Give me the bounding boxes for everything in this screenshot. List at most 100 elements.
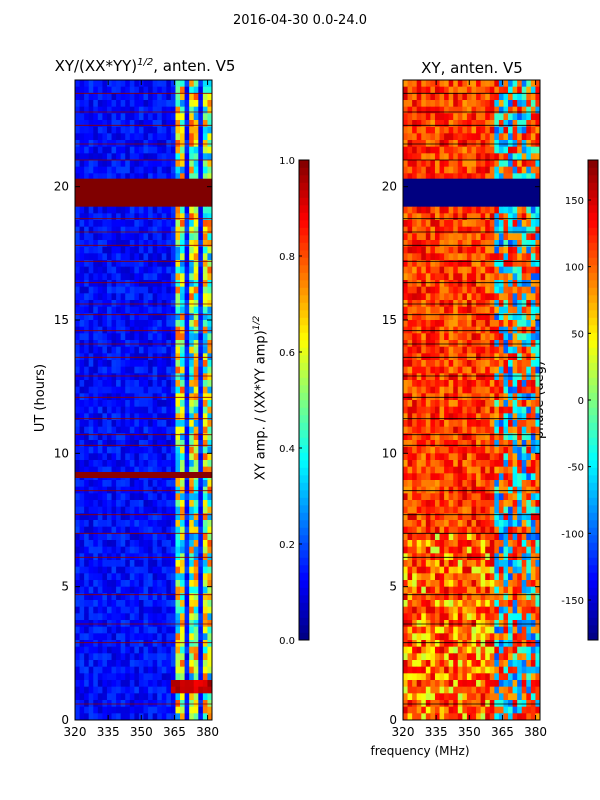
heatmap-cell	[476, 126, 482, 134]
heatmap-cell	[120, 693, 126, 701]
heatmap-cell	[152, 320, 158, 328]
heatmap-cell	[444, 446, 450, 454]
heatmap-cell	[161, 673, 167, 681]
heatmap-cell	[453, 406, 459, 414]
heatmap-cell	[434, 153, 440, 161]
heatmap-cell	[129, 693, 135, 701]
heatmap-cell	[102, 480, 108, 488]
heatmap-cell	[512, 106, 518, 114]
heatmap-cell	[508, 113, 513, 121]
heatmap-cell	[189, 626, 195, 634]
heatmap-cell	[462, 153, 468, 161]
heatmap-cell	[434, 320, 440, 328]
heatmap-cell	[462, 140, 468, 148]
heatmap-cell	[485, 280, 491, 288]
heatmap-cell	[134, 513, 140, 521]
heatmap-cell	[403, 240, 408, 248]
heatmap-cell	[166, 313, 172, 321]
heatmap-cell	[425, 80, 431, 88]
heatmap-cell	[170, 500, 176, 508]
heatmap-cell	[157, 506, 163, 514]
heatmap-cell	[111, 266, 117, 274]
heatmap-cell	[517, 360, 523, 368]
heatmap-cell	[503, 166, 509, 174]
heatmap-cell	[421, 460, 427, 468]
heatmap-cell	[138, 153, 144, 161]
heatmap-cell	[106, 340, 112, 348]
heatmap-cell	[466, 526, 472, 534]
heatmap-cell	[193, 293, 199, 301]
heatmap-cell	[166, 553, 172, 561]
heatmap-cell	[407, 386, 413, 394]
heatmap-cell	[189, 466, 195, 474]
heatmap-cell	[161, 206, 167, 214]
heatmap-cell	[471, 220, 477, 228]
heatmap-cell	[138, 313, 144, 321]
heatmap-cell	[439, 140, 445, 148]
heatmap-cell	[170, 313, 176, 321]
heatmap-cell	[485, 286, 491, 294]
heatmap-cell	[134, 406, 140, 414]
heatmap-cell	[421, 480, 427, 488]
heatmap-cell	[106, 166, 112, 174]
heatmap-cell	[138, 266, 144, 274]
heatmap-cell	[508, 493, 513, 501]
heatmap-cell	[485, 173, 491, 181]
heatmap-cell	[439, 293, 445, 301]
heatmap-cell	[412, 400, 418, 408]
heatmap-cell	[403, 526, 408, 534]
heatmap-cell	[84, 226, 90, 234]
heatmap-cell	[170, 613, 176, 621]
heatmap-cell	[407, 480, 413, 488]
heatmap-cell	[407, 326, 413, 334]
heatmap-cell	[84, 440, 90, 448]
heatmap-cell	[485, 340, 491, 348]
heatmap-cell	[430, 100, 436, 108]
heatmap-cell	[97, 86, 103, 94]
heatmap-cell	[193, 560, 199, 568]
heatmap-cell	[530, 473, 536, 481]
heatmap-cell	[498, 206, 504, 214]
heatmap-cell	[466, 333, 472, 341]
heatmap-cell	[102, 620, 108, 628]
heatmap-cell	[166, 453, 172, 461]
heatmap-cell	[175, 220, 181, 228]
heatmap-cell	[138, 113, 144, 121]
heatmap-cell	[489, 346, 495, 354]
heatmap-cell	[412, 100, 418, 108]
heatmap-cell	[439, 500, 445, 508]
heatmap-cell	[134, 273, 140, 281]
heatmap-cell	[175, 626, 181, 634]
heatmap-cell	[97, 166, 103, 174]
heatmap-cell	[125, 660, 131, 668]
heatmap-cell	[180, 260, 185, 268]
heatmap-cell	[93, 153, 99, 161]
heatmap-cell	[134, 80, 140, 88]
heatmap-cell	[75, 373, 80, 381]
heatmap-cell	[407, 300, 413, 308]
heatmap-cell	[434, 380, 440, 388]
heatmap-cell	[148, 440, 154, 448]
heatmap-cell	[125, 106, 131, 114]
heatmap-cell	[157, 286, 163, 294]
heatmap-cell	[84, 606, 90, 614]
heatmap-cell	[148, 713, 154, 721]
heatmap-cell	[166, 146, 172, 154]
heatmap-cell	[75, 620, 80, 628]
heatmap-cell	[439, 226, 445, 234]
heatmap-cell	[134, 113, 140, 121]
heatmap-cell	[430, 373, 436, 381]
heatmap-cell	[138, 93, 144, 101]
heatmap-cell	[129, 253, 135, 261]
heatmap-cell	[425, 106, 431, 114]
heatmap-cell	[138, 506, 144, 514]
heatmap-cell	[521, 506, 527, 514]
heatmap-cell	[116, 93, 122, 101]
heatmap-cell	[430, 226, 436, 234]
heatmap-cell	[480, 446, 486, 454]
heatmap-cell	[434, 173, 440, 181]
heatmap-cell	[106, 486, 112, 494]
heatmap-cell	[494, 126, 500, 134]
heatmap-cell	[134, 640, 140, 648]
heatmap-cell	[434, 206, 440, 214]
